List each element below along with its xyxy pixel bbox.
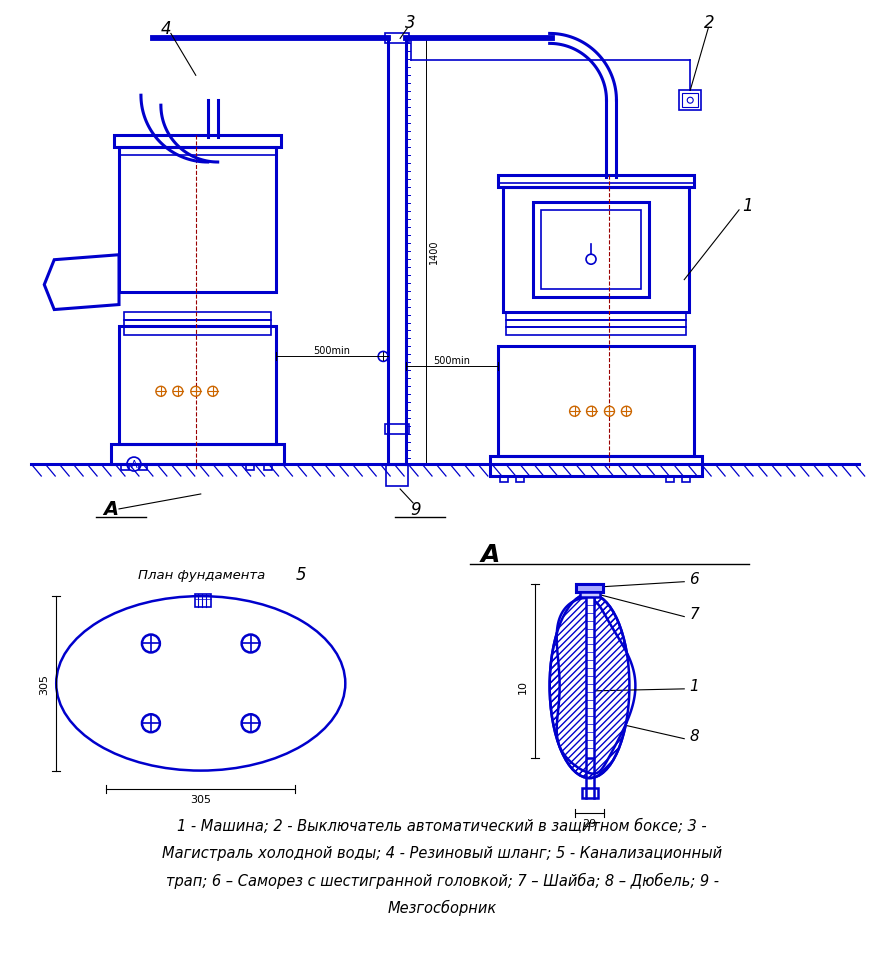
Bar [139,464,147,471]
Bar [682,94,698,109]
Text: 305: 305 [39,673,50,694]
Text: 500min: 500min [313,346,350,356]
Bar [503,188,689,312]
Text: 1: 1 [689,678,699,694]
Text: 4: 4 [160,20,171,39]
Polygon shape [557,599,635,774]
Bar [111,445,283,464]
Text: План фундамента: План фундамента [138,568,266,581]
Text: 305: 305 [190,794,212,803]
Text: 5: 5 [296,566,306,583]
Bar [385,34,409,45]
Bar [666,477,674,483]
Text: Мезгосборник: Мезгосборник [388,899,496,915]
Bar [586,592,594,759]
Text: А: А [481,543,499,566]
Text: 29: 29 [582,818,596,828]
Text: 10: 10 [518,679,527,693]
Bar [575,584,604,592]
Text: Магистраль холодной воды; 4 - Резиновый шланг; 5 - Канализационный: Магистраль холодной воды; 4 - Резиновый … [162,845,722,860]
Bar [119,148,275,293]
Bar [575,584,604,592]
Text: A: A [131,459,137,470]
Text: 6: 6 [689,572,699,586]
Bar [498,347,694,456]
Text: 1: 1 [742,197,752,215]
Bar [386,464,408,486]
Text: трап; 6 – Саморез с шестигранной головкой; 7 – Шайба; 8 – Дюбель; 9 -: трап; 6 – Саморез с шестигранной головко… [165,872,719,888]
Bar [500,477,508,483]
Bar [490,456,702,477]
Text: 1 - Машина; 2 - Выключатель автоматический в защитном боксе; 3 -: 1 - Машина; 2 - Выключатель автоматическ… [177,818,707,833]
Bar [246,464,254,471]
Bar [680,91,701,111]
Bar [119,328,275,445]
Bar [533,203,650,297]
Text: 3: 3 [404,15,415,32]
Bar [506,312,686,320]
Bar [124,328,271,336]
Bar [541,210,642,290]
Bar [682,477,690,483]
Text: 2: 2 [704,15,714,32]
Bar [586,592,594,759]
Text: 8: 8 [689,729,699,743]
Text: A: A [104,500,119,518]
Bar [124,320,271,328]
Bar [124,312,271,320]
Bar [580,592,599,597]
Text: 1400: 1400 [429,239,439,265]
Bar [385,424,409,435]
Text: 500min: 500min [434,356,471,366]
Bar [264,464,272,471]
Bar [506,328,686,336]
Bar [195,595,211,608]
Text: 7: 7 [689,607,699,621]
Bar [506,320,686,328]
Bar [516,477,524,483]
Bar [581,788,597,798]
Bar [498,175,694,188]
Bar [114,136,281,148]
Bar [121,464,129,471]
Text: 9: 9 [410,500,420,518]
